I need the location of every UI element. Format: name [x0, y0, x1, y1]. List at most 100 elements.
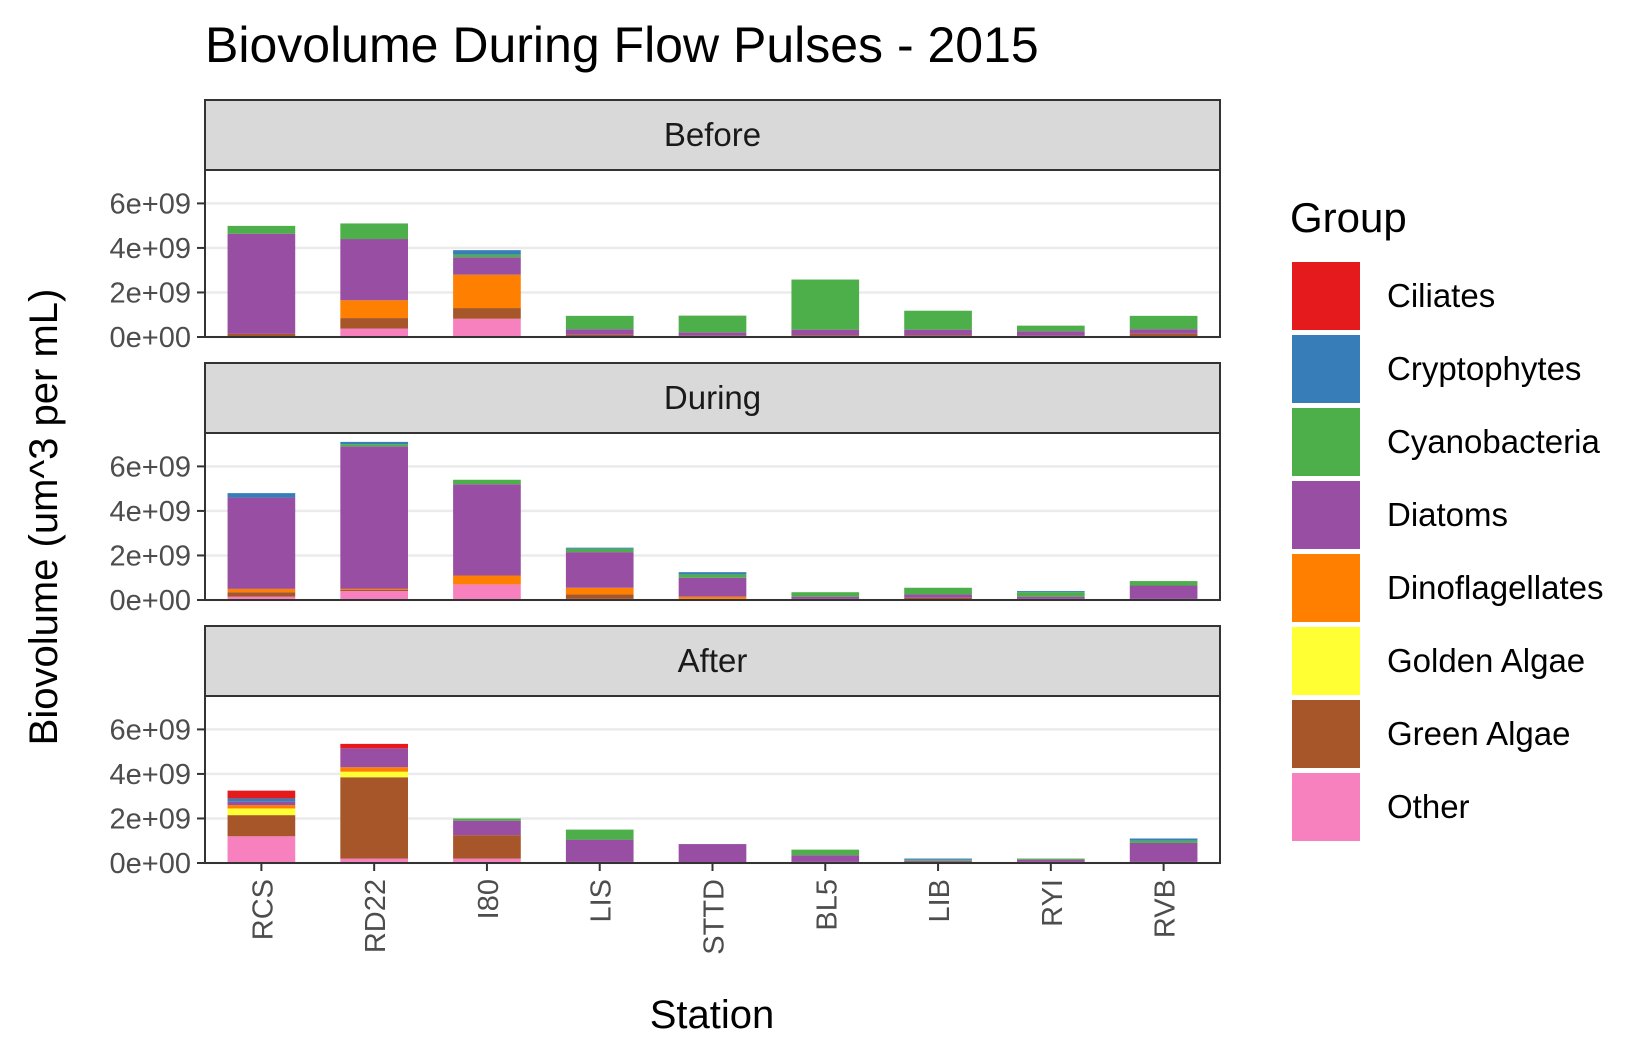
- y-tick-label: 6e+09: [110, 714, 191, 746]
- bar-after-rd22-green-algae: [340, 777, 408, 859]
- bar-after-rd22-ciliates: [340, 743, 408, 749]
- bar-before-lis-green-algae: [565, 334, 634, 337]
- bar-before-rd22-dinoflagellates: [340, 300, 408, 319]
- bar-before-rvb-diatoms: [1129, 329, 1198, 334]
- x-axis-label: Station: [650, 993, 775, 1037]
- legend-label-golden-algae: Golden Algae: [1387, 642, 1585, 679]
- bar-before-rd22-green-algae: [340, 318, 408, 329]
- bar-before-ryi-cyanobacteria: [1017, 325, 1085, 332]
- chart-title: Biovolume During Flow Pulses - 2015: [205, 17, 1039, 73]
- bar-during-rd22-green-algae: [340, 589, 408, 592]
- bar-during-ryi-cyanobacteria: [1017, 592, 1085, 597]
- bar-after-bl5-diatoms: [791, 855, 860, 862]
- bar-before-i80-green-algae: [453, 308, 521, 319]
- bar-before-lis-cyanobacteria: [565, 315, 634, 330]
- bar-before-rcs-diatoms: [227, 233, 296, 334]
- legend-key-golden-algae: [1292, 627, 1360, 695]
- x-tick-label: LIS: [586, 879, 618, 923]
- bar-after-ryi-diatoms: [1017, 859, 1085, 862]
- bar-before-i80-other: [453, 318, 521, 337]
- bar-during-rd22-other: [340, 591, 408, 600]
- y-tick-label: 2e+09: [110, 277, 191, 309]
- legend-key-ciliates: [1292, 262, 1360, 330]
- legend-label-green-algae: Green Algae: [1387, 715, 1570, 752]
- legend-label-cryptophytes: Cryptophytes: [1387, 350, 1581, 387]
- y-tick-label: 4e+09: [110, 759, 191, 791]
- x-tick-label: STTD: [699, 879, 731, 955]
- y-tick-label: 0e+00: [110, 848, 191, 880]
- bar-before-bl5-diatoms: [791, 329, 860, 336]
- bar-during-rd22-diatoms: [340, 446, 408, 589]
- bar-during-rd22-cyanobacteria: [340, 444, 408, 447]
- x-axis: RCS RD22 I80 LIS STTD BL5 LIB RYI RVB: [247, 863, 1182, 955]
- bar-during-rd22-cryptophytes: [340, 441, 408, 445]
- bar-after-rd22-golden-algae: [340, 771, 408, 778]
- x-tick-label: RD22: [360, 879, 392, 953]
- y-tick-label: 4e+09: [110, 496, 191, 528]
- bar-during-ryi-diatoms: [1017, 596, 1085, 599]
- bar-after-i80-diatoms: [453, 820, 521, 836]
- bar-after-rcs-ciliates: [227, 790, 296, 799]
- bar-before-i80-cryptophytes: [453, 250, 521, 255]
- bar-during-lib-green-algae: [904, 597, 972, 600]
- facet-strip: [204, 99, 1221, 171]
- y-tick-label: 2e+09: [110, 540, 191, 572]
- x-tick-label: RVB: [1150, 879, 1182, 938]
- legend-label-diatoms: Diatoms: [1387, 496, 1508, 533]
- bar-during-lis-cryptophytes: [565, 547, 634, 549]
- facet-label: Before: [664, 116, 761, 153]
- bar-after-rvb-cyanobacteria: [1129, 840, 1198, 843]
- bar-during-rvb-cyanobacteria: [1129, 581, 1198, 586]
- bar-after-rd22-dinoflagellates: [340, 767, 408, 772]
- bar-during-rcs-cryptophytes: [227, 493, 296, 498]
- bar-before-rcs-cyanobacteria: [227, 225, 296, 234]
- x-tick-label: I80: [473, 879, 505, 919]
- facet-label: After: [678, 642, 748, 679]
- bar-before-i80-cyanobacteria: [453, 254, 521, 258]
- bar-during-lis-cyanobacteria: [565, 548, 634, 553]
- bar-during-rd22-dinoflagellates: [340, 588, 408, 590]
- x-tick-label: RCS: [247, 879, 279, 940]
- facet-panel-after: After 0e+00 2e+09 4e+09 6e+09: [110, 625, 1221, 880]
- bar-during-rcs-dinoflagellates: [227, 588, 296, 593]
- bar-during-rvb-diatoms: [1129, 585, 1198, 599]
- bar-before-rd22-diatoms: [340, 239, 408, 301]
- bar-before-rcs-green-algae: [227, 333, 296, 337]
- bar-during-lib-diatoms: [904, 594, 972, 598]
- panel-border: [204, 169, 1221, 338]
- bar-before-ryi-diatoms: [1017, 331, 1085, 336]
- bar-after-i80-cyanobacteria: [453, 818, 521, 821]
- bar-after-ryi-cyanobacteria: [1017, 858, 1085, 860]
- y-tick-label: 6e+09: [110, 188, 191, 220]
- bar-after-rcs-cryptophytes: [227, 798, 296, 802]
- bar-during-bl5-diatoms: [791, 596, 860, 599]
- x-tick-label: LIB: [924, 879, 956, 923]
- bar-before-sttd-diatoms: [678, 332, 747, 336]
- bar-during-lib-cyanobacteria: [904, 587, 972, 595]
- legend-label-ciliates: Ciliates: [1387, 277, 1495, 314]
- bar-before-lib-cyanobacteria: [904, 310, 972, 330]
- bar-after-rcs-golden-algae: [227, 808, 296, 816]
- bar-after-lib-cryptophytes: [904, 858, 972, 860]
- facet-panel-during: During 0e+00 2e+09 4e+09 6e+09: [110, 362, 1221, 617]
- bar-before-rd22-cyanobacteria: [340, 223, 408, 240]
- bar-after-lib-diatoms: [904, 860, 972, 862]
- panel-border: [204, 432, 1221, 601]
- legend-label-cyanobacteria: Cyanobacteria: [1387, 423, 1600, 460]
- bar-during-lis-green-algae: [565, 594, 634, 599]
- bar-during-sttd-diatoms: [678, 577, 747, 597]
- bar-before-rvb-cyanobacteria: [1129, 315, 1198, 330]
- bar-during-lis-dinoflagellates: [565, 587, 634, 595]
- x-tick-label: BL5: [811, 879, 843, 931]
- bar-during-i80-diatoms: [453, 484, 521, 576]
- legend-key-dinoflagellates: [1292, 554, 1360, 622]
- facet-panel-before: Before 0e+00 2e+09 4e+09 6e+09: [110, 99, 1221, 354]
- bar-during-rcs-diatoms: [227, 497, 296, 589]
- facet-panels: Before 0e+00 2e+09 4e+09 6e+09 During 0e+00 2e+…: [110, 99, 1221, 880]
- bar-during-ryi-cryptophytes: [1017, 591, 1085, 593]
- legend-title: Group: [1290, 194, 1407, 241]
- facet-label: During: [664, 379, 761, 416]
- bar-after-rd22-other: [340, 858, 408, 863]
- bar-after-bl5-cyanobacteria: [791, 849, 860, 856]
- legend-key-other: [1292, 773, 1360, 841]
